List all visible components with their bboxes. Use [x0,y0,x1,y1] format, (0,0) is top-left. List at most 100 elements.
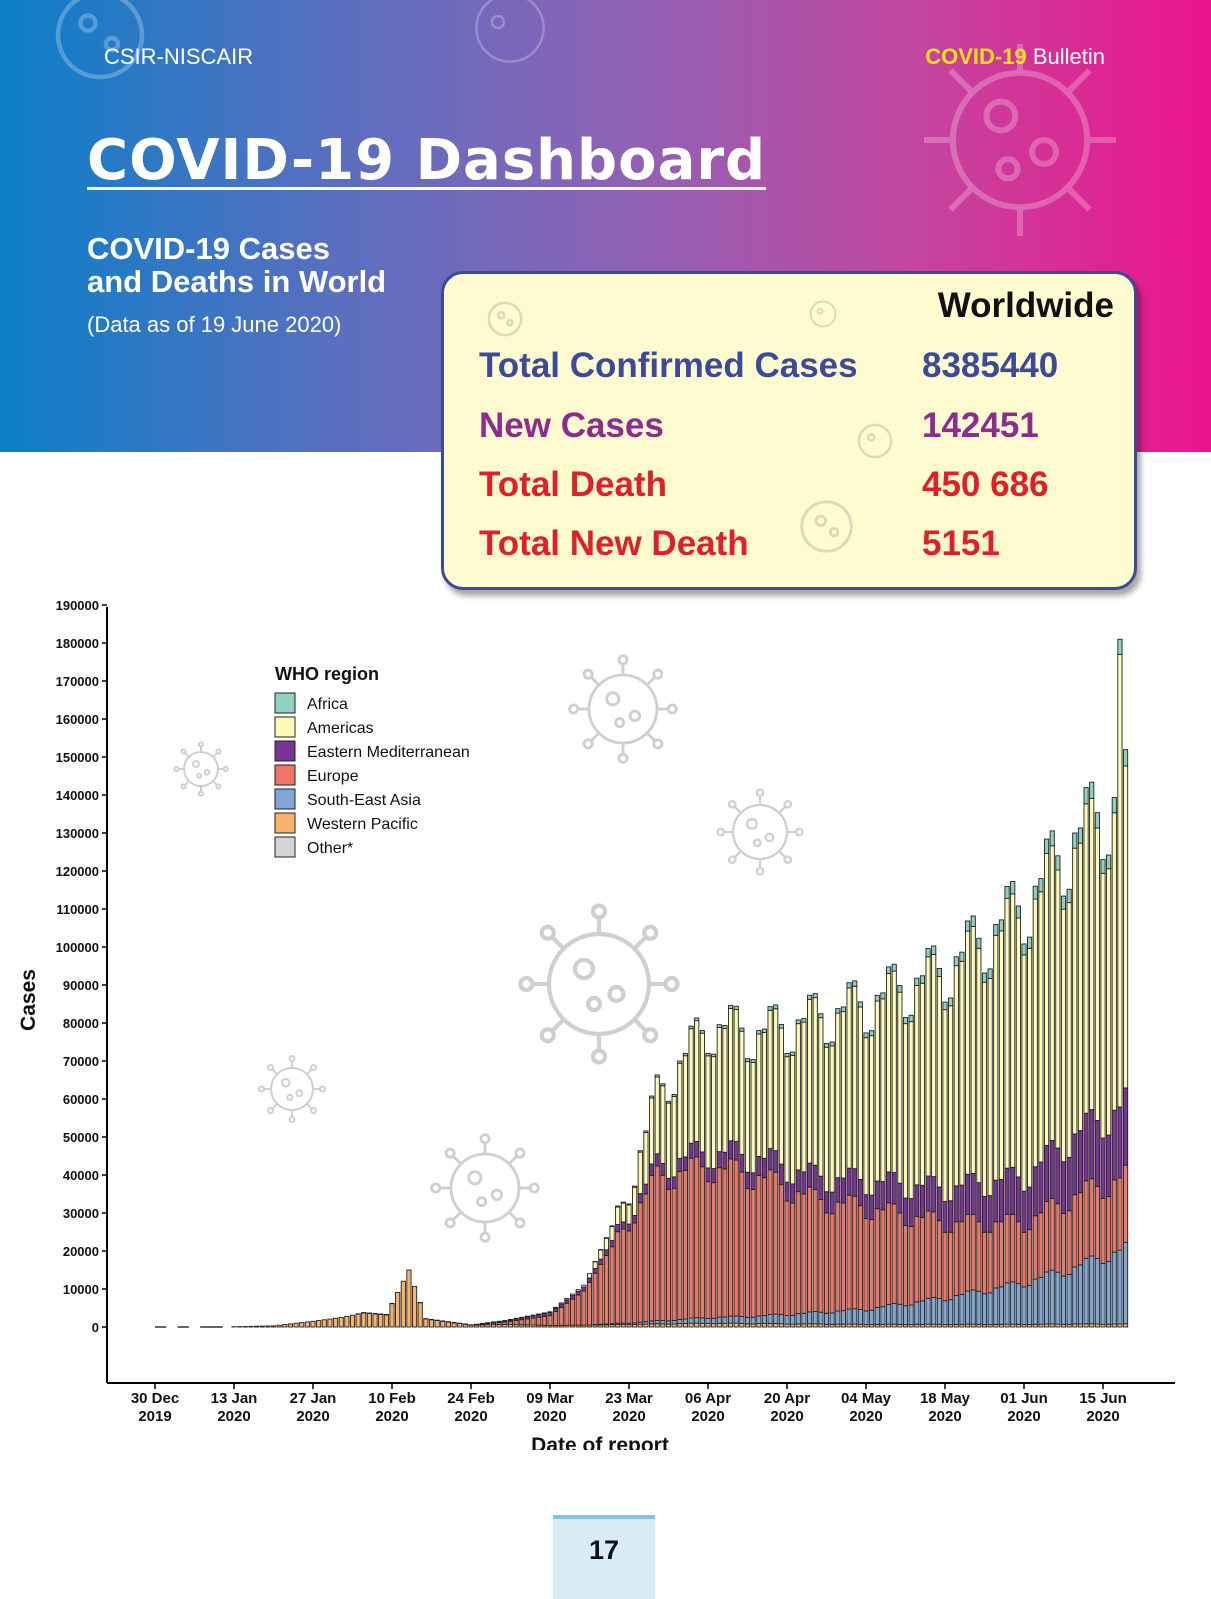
bar-segment-eur [836,1202,840,1311]
x-tick-label-year: 2020 [770,1408,803,1425]
bar-segment-em [1016,1177,1020,1222]
legend-title: WHO region [275,664,379,684]
bar-segment-am [994,935,998,1180]
bar-segment-am [982,982,986,1196]
bar-segment-eur [706,1182,710,1319]
bar-segment-am [734,1010,738,1142]
x-tick-label: 24 Feb [447,1390,495,1407]
bar-segment-wp [328,1319,332,1327]
bar-segment-wp [723,1323,727,1327]
bar-segment-am [723,1028,727,1152]
bar-segment-af [949,998,953,1006]
bar-segment-am [853,986,857,1168]
bar-segment-wp [700,1323,704,1327]
bar-segment-am [689,1029,693,1144]
bar-segment-af [836,1009,840,1013]
bar-segment-am [644,1133,648,1185]
y-tick-label: 150000 [56,750,99,765]
bar-segment-sea [1112,1252,1116,1324]
bar-segment-sea [1123,1242,1127,1323]
bar-segment-sea [1118,1250,1122,1324]
bar-segment-af [847,983,851,988]
bar-segment-wp [796,1324,800,1327]
bar-segment-af [903,1017,907,1023]
bar-segment-sea [994,1288,998,1324]
bar-segment-af [644,1131,648,1133]
bar-segment-em [796,1170,800,1192]
bar-segment-am [582,1285,586,1287]
bar-segment-eur [695,1157,699,1318]
bar-segment-af [1011,881,1015,893]
bar-segment-am [695,1021,699,1142]
bar-segment-eur [1056,1204,1060,1272]
y-tick-label: 30000 [63,1206,99,1221]
bar-segment-eur [932,1212,936,1297]
bar-segment-am [954,966,958,1186]
bar-segment-am [943,1010,947,1202]
bar-segment-af [779,1025,783,1029]
y-tick-label: 20000 [63,1244,99,1259]
bar-segment-am [768,1010,772,1148]
bar-segment-eur [678,1172,682,1320]
bar-segment-am [678,1063,682,1158]
bar-segment-am [661,1086,665,1164]
bar-segment-am [633,1187,637,1215]
bar-segment-sea [666,1321,670,1324]
bar-segment-sea [1016,1284,1020,1325]
bar-segment-em [1011,1167,1015,1214]
bar-segment-wp [757,1324,761,1327]
bar-segment-em [661,1163,665,1175]
bar-segment-eur [870,1220,874,1311]
bar-segment-eur [728,1159,732,1316]
bar-segment-am [621,1203,625,1222]
bar-segment-eur [542,1316,546,1325]
bar-segment-eur [745,1189,749,1318]
bar-segment-em [965,1174,969,1214]
bar-segment-em [779,1164,783,1185]
bar-segment-em [858,1179,862,1205]
bar-segment-af [785,1053,789,1056]
stat-value-new-cases: 142451 [922,406,1039,446]
bar-segment-em [610,1241,614,1247]
bar-segment-eur [1033,1216,1037,1279]
bar-segment-em [1028,1187,1032,1230]
bar-segment-sea [892,1304,896,1325]
legend-swatch [275,813,295,833]
bar-segment-eur [999,1222,1003,1287]
bar-segment-af [1061,896,1065,909]
bar-segment-eur [903,1225,907,1305]
bar-segment-wp [458,1324,462,1327]
bar-segment-em [649,1164,653,1175]
bar-segment-eur [514,1320,518,1324]
bar-segment-eur [1044,1202,1048,1272]
bar-segment-em [937,1187,941,1221]
bar-segment-sea [1039,1277,1043,1324]
bar-segment-wp [762,1324,766,1327]
bar-segment-sea [847,1309,851,1324]
bar-segment-wp [345,1316,349,1327]
bar-segment-sea [728,1316,732,1323]
bar-segment-am [988,978,992,1195]
x-tick-label: 06 Apr [685,1390,731,1407]
bar-segment-em [785,1182,789,1201]
legend-swatch [275,693,295,713]
bar-segment-wp [367,1313,371,1327]
bar-segment-af [920,976,924,983]
bar-segment-eur [1112,1180,1116,1252]
bar-segment-am [542,1313,546,1314]
bar-segment-am [774,1009,778,1151]
bar-segment-em [915,1185,919,1216]
bar-segment-em [689,1143,693,1158]
bar-segment-af [1101,860,1105,874]
bar-segment-af [1123,750,1127,766]
x-tick-label-year: 2020 [454,1408,487,1425]
bar-segment-sea [881,1307,885,1325]
x-tick-label-year: 2020 [1086,1408,1119,1425]
bar-segment-af [1084,788,1088,804]
bar-segment-wp [649,1324,653,1327]
bar-segment-am [926,957,930,1176]
bar-segment-am [1107,869,1111,1135]
x-tick-label: 23 Mar [605,1390,653,1407]
bar-segment-em [971,1173,975,1214]
bar-segment-am [1073,848,1077,1134]
